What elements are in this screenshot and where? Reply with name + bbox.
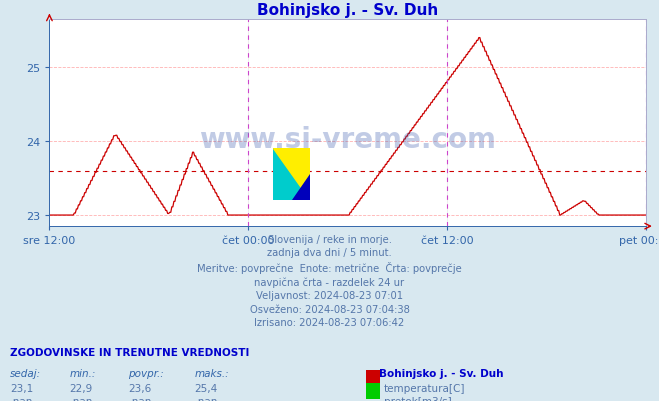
Text: maks.:: maks.:: [194, 368, 229, 378]
Text: Bohinjsko j. - Sv. Duh: Bohinjsko j. - Sv. Duh: [379, 368, 503, 378]
Text: www.si-vreme.com: www.si-vreme.com: [199, 126, 496, 154]
Text: min.:: min.:: [69, 368, 96, 378]
Text: 25,4: 25,4: [194, 383, 217, 393]
Text: pretok[m3/s]: pretok[m3/s]: [384, 396, 451, 401]
Polygon shape: [273, 148, 310, 200]
Text: temperatura[C]: temperatura[C]: [384, 383, 465, 393]
Text: -nan: -nan: [129, 396, 152, 401]
Title: Bohinjsko j. - Sv. Duh: Bohinjsko j. - Sv. Duh: [257, 2, 438, 18]
Text: -nan: -nan: [69, 396, 92, 401]
Text: Slovenija / reke in morje.
zadnja dva dni / 5 minut.
Meritve: povprečne  Enote: : Slovenija / reke in morje. zadnja dva dn…: [197, 235, 462, 327]
Text: -nan: -nan: [10, 396, 33, 401]
Polygon shape: [273, 148, 310, 200]
Text: -nan: -nan: [194, 396, 217, 401]
Text: ZGODOVINSKE IN TRENUTNE VREDNOSTI: ZGODOVINSKE IN TRENUTNE VREDNOSTI: [10, 347, 249, 357]
Text: 23,6: 23,6: [129, 383, 152, 393]
Text: sedaj:: sedaj:: [10, 368, 41, 378]
Text: 23,1: 23,1: [10, 383, 33, 393]
Text: 22,9: 22,9: [69, 383, 92, 393]
Polygon shape: [291, 174, 310, 200]
Text: povpr.:: povpr.:: [129, 368, 164, 378]
